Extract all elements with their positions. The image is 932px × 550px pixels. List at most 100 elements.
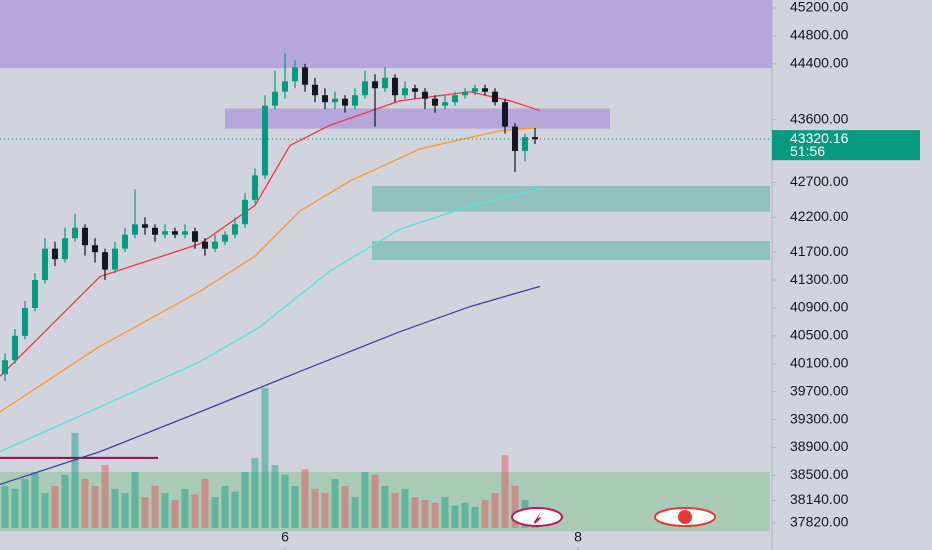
volume-bar bbox=[31, 472, 39, 528]
candle-body bbox=[502, 102, 508, 127]
candle-body bbox=[382, 77, 388, 89]
candle-body bbox=[192, 231, 198, 242]
candle-body bbox=[182, 231, 188, 235]
volume-bar bbox=[431, 502, 439, 528]
candle-body bbox=[422, 91, 428, 99]
candle-body bbox=[372, 81, 378, 89]
volume-bar bbox=[401, 488, 409, 528]
y-tick-label: 39700.00 bbox=[790, 382, 849, 398]
candle-body bbox=[32, 280, 38, 308]
volume-bar bbox=[341, 486, 349, 528]
volume-bar bbox=[21, 479, 29, 528]
candle-body bbox=[232, 224, 238, 235]
candle-body bbox=[392, 77, 398, 96]
volume-bar bbox=[331, 479, 339, 528]
volume-bar bbox=[301, 469, 309, 528]
x-tick-label: 6 bbox=[281, 529, 289, 545]
y-tick-label: 41700.00 bbox=[790, 243, 849, 259]
candle-body bbox=[362, 81, 368, 96]
candle-body bbox=[512, 126, 518, 152]
zone bbox=[372, 185, 770, 212]
candle-body bbox=[82, 227, 88, 246]
volume-bar bbox=[511, 486, 519, 528]
volume-bar bbox=[221, 486, 229, 528]
moving-average bbox=[0, 285, 541, 486]
volume-bar bbox=[91, 486, 99, 528]
y-tick-label: 37820.00 bbox=[790, 513, 849, 529]
countdown-label: 51:56 bbox=[790, 143, 825, 159]
icon-1 bbox=[511, 507, 563, 527]
volume-bar bbox=[171, 500, 179, 528]
volume-bar bbox=[51, 486, 59, 528]
candle-body bbox=[102, 252, 108, 270]
candle-body bbox=[252, 175, 258, 200]
candle-body bbox=[492, 91, 498, 103]
volume-bar bbox=[211, 497, 219, 528]
candle-body bbox=[112, 248, 118, 270]
last-price-label: 43320.16 bbox=[790, 130, 849, 146]
last-price-badge bbox=[772, 130, 920, 161]
y-tick-label: 40500.00 bbox=[790, 327, 849, 343]
candle-body bbox=[152, 227, 158, 235]
y-tick-label: 38900.00 bbox=[790, 438, 849, 454]
plot bbox=[0, 0, 772, 532]
volume-bar bbox=[281, 474, 289, 528]
candle-body bbox=[272, 91, 278, 106]
y-tick-label: 44800.00 bbox=[790, 27, 849, 43]
candle-body bbox=[62, 238, 68, 260]
y-tick-label: 40100.00 bbox=[790, 354, 849, 370]
candle-body bbox=[262, 105, 268, 176]
volume-bar bbox=[371, 474, 379, 528]
zone bbox=[0, 0, 772, 69]
volume-bar bbox=[291, 486, 299, 528]
volume-bar bbox=[251, 458, 259, 528]
zone bbox=[225, 108, 610, 129]
volume-bar bbox=[71, 432, 79, 528]
y-tick-label: 45200.00 bbox=[790, 0, 849, 15]
candle-body bbox=[162, 231, 168, 235]
candle-body bbox=[322, 95, 328, 103]
volume-bar bbox=[121, 493, 129, 528]
volume-bar bbox=[271, 465, 279, 528]
candle-body bbox=[312, 84, 318, 96]
volume-bar bbox=[381, 486, 389, 528]
volume-bar bbox=[351, 497, 359, 528]
y-tick-label: 41300.00 bbox=[790, 271, 849, 287]
volume-bar bbox=[131, 472, 139, 528]
volume-bar bbox=[151, 486, 159, 528]
volume-bar bbox=[11, 488, 19, 528]
candle-body bbox=[472, 88, 478, 92]
icon-2 bbox=[654, 507, 716, 527]
candle-body bbox=[402, 88, 408, 96]
candle-body bbox=[242, 199, 248, 225]
candle-body bbox=[292, 67, 298, 82]
candle-body bbox=[452, 95, 458, 103]
y-tick-label: 42700.00 bbox=[790, 173, 849, 189]
y-tick-label: 38140.00 bbox=[790, 491, 849, 507]
volume-bar bbox=[231, 491, 239, 528]
x-tick-label: 8 bbox=[574, 529, 582, 545]
volume-bar bbox=[481, 500, 489, 528]
volume-bar bbox=[471, 507, 479, 528]
candle-body bbox=[432, 98, 438, 106]
volume-bar bbox=[111, 488, 119, 528]
volume-bar bbox=[421, 500, 429, 528]
candle-body bbox=[12, 335, 18, 361]
candle-body bbox=[342, 98, 348, 106]
zone bbox=[372, 240, 770, 260]
volume-bar bbox=[311, 488, 319, 528]
volume-bar bbox=[141, 497, 149, 528]
volume-bar bbox=[441, 497, 449, 528]
volume-bar bbox=[191, 494, 199, 528]
y-tick-label: 38500.00 bbox=[790, 466, 849, 482]
candle-body bbox=[72, 227, 78, 239]
candle-body bbox=[92, 245, 98, 253]
y-tick-label: 39300.00 bbox=[790, 410, 849, 426]
volume-bar bbox=[41, 493, 49, 528]
volume-bar bbox=[411, 497, 419, 528]
y-tick-label: 42200.00 bbox=[790, 208, 849, 224]
moving-average bbox=[0, 188, 541, 453]
candle-body bbox=[482, 88, 488, 92]
candle-body bbox=[412, 88, 418, 92]
